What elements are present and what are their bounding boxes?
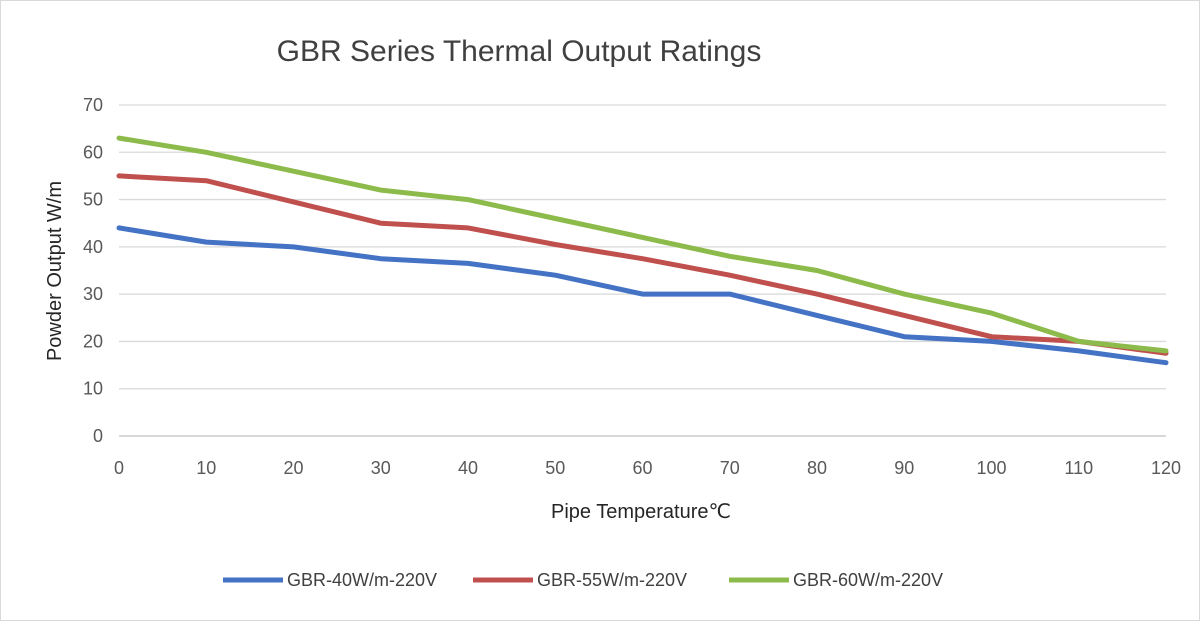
x-axis-label: Pipe Temperature℃ bbox=[551, 501, 731, 523]
series-line-1 bbox=[116, 225, 1169, 366]
series-line-2 bbox=[116, 173, 1169, 356]
x-tick-label: 20 bbox=[283, 458, 303, 478]
y-tick-label: 20 bbox=[83, 331, 103, 351]
x-tick-label: 100 bbox=[976, 458, 1006, 478]
y-tick-label: 10 bbox=[83, 379, 103, 399]
x-tick-label: 10 bbox=[196, 458, 216, 478]
legend-label-1: GBR-40W/m-220V bbox=[287, 570, 437, 590]
y-tick-label: 50 bbox=[83, 190, 103, 210]
legend-label-3: GBR-60W/m-220V bbox=[793, 570, 943, 590]
y-axis-label: Powder Output W/m bbox=[44, 181, 66, 361]
series-lines bbox=[116, 135, 1169, 366]
y-tick-label: 0 bbox=[93, 426, 103, 446]
y-tick-label: 40 bbox=[83, 237, 103, 257]
x-tick-label: 40 bbox=[458, 458, 478, 478]
x-tick-label: 120 bbox=[1151, 458, 1181, 478]
y-tick-label: 30 bbox=[83, 284, 103, 304]
x-tick-label: 80 bbox=[807, 458, 827, 478]
series-line-3 bbox=[116, 135, 1169, 354]
x-axis-ticks: 0 10 20 30 40 50 60 70 80 90 100 110 120 bbox=[114, 458, 1181, 478]
y-tick-label: 70 bbox=[83, 95, 103, 115]
legend-label-2: GBR-55W/m-220V bbox=[537, 570, 687, 590]
chart-title: GBR Series Thermal Output Ratings bbox=[277, 35, 762, 68]
y-tick-label: 60 bbox=[83, 142, 103, 162]
x-tick-label: 110 bbox=[1064, 458, 1093, 478]
y-axis-ticks: 0 10 20 30 40 50 60 70 bbox=[83, 95, 103, 446]
x-tick-label: 30 bbox=[371, 458, 391, 478]
x-tick-label: 70 bbox=[720, 458, 740, 478]
x-tick-label: 90 bbox=[894, 458, 914, 478]
x-tick-label: 0 bbox=[114, 458, 124, 478]
gridlines bbox=[119, 104, 1166, 437]
legend: GBR-40W/m-220V GBR-55W/m-220V GBR-60W/m-22… bbox=[223, 570, 943, 590]
x-tick-label: 60 bbox=[632, 458, 652, 478]
x-tick-label: 50 bbox=[545, 458, 565, 478]
